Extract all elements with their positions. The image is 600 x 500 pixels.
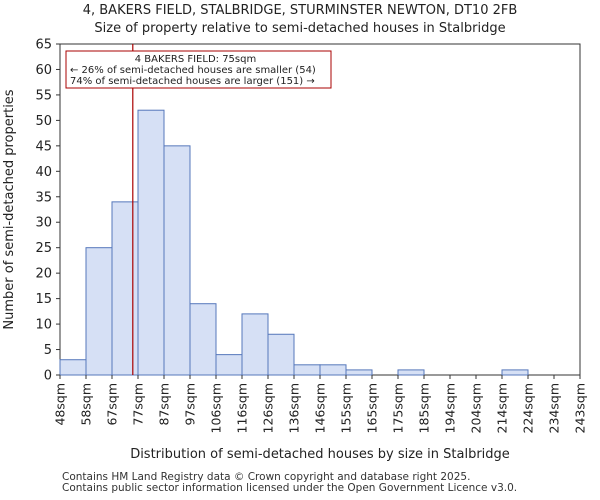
x-tick-label: 155sqm [339,383,354,433]
annotation-line3: 74% of semi-detached houses are larger (… [70,76,315,87]
x-tick-label: 204sqm [469,383,484,433]
annotation-line2: ← 26% of semi-detached houses are smalle… [70,65,316,76]
y-axis: 0 5 10 15 20 25 30 35 40 45 50 55 60 65 [35,38,60,384]
x-tick-label: 243sqm [573,383,588,433]
y-tick-label: 65 [35,38,52,53]
footer: Contains HM Land Registry data © Crown c… [62,472,517,494]
bar [241,313,269,376]
x-tick-label: 116sqm [235,383,250,433]
x-tick-label: 126sqm [261,383,276,433]
y-tick-label: 0 [44,369,52,384]
y-tick-label: 30 [35,216,52,231]
y-tick-label: 40 [35,165,52,180]
x-axis: 48sqm 58sqm 67sqm 77sqm 87sqm 97sqm 106sqm 116s… [53,375,588,433]
x-tick-label: 224sqm [521,383,536,433]
y-tick-label: 10 [35,318,52,333]
x-tick-label: 146sqm [313,383,328,433]
x-tick-label: 67sqm [105,383,120,426]
y-axis-label: Number of semi-detached properties [2,89,17,329]
chart-title-line1: 4, BAKERS FIELD, STALBRIDGE, STURMINSTER… [82,3,518,18]
x-tick-label: 165sqm [365,383,380,433]
property-marker: 4 BAKERS FIELD: 75sqm← 26% of semi-detac… [65,44,332,375]
x-tick-label: 48sqm [53,383,68,426]
x-tick-label: 194sqm [443,383,458,433]
annotation-line1: 4 BAKERS FIELD: 75sqm [135,54,256,65]
bar [501,369,529,376]
bars-group [59,109,529,376]
y-tick-label: 15 [35,292,52,307]
y-tick-label: 60 [35,63,52,78]
y-tick-label: 50 [35,114,52,129]
y-tick-label: 35 [35,190,52,205]
y-tick-label: 55 [35,88,52,103]
bar [163,145,191,376]
footer-line1: Contains HM Land Registry data © Crown c… [62,471,471,483]
footer-line2: Contains public sector information licen… [62,482,518,494]
bar [189,303,217,376]
bar [319,364,347,376]
bar [215,354,243,376]
y-tick-label: 45 [35,139,52,154]
x-tick-label: 58sqm [79,383,94,426]
x-tick-label: 77sqm [131,383,146,426]
bar [267,333,295,376]
x-tick-label: 234sqm [547,383,562,433]
y-tick-label: 5 [44,343,52,358]
x-tick-label: 136sqm [287,383,302,433]
x-tick-label: 185sqm [417,383,432,433]
bar [137,109,165,376]
bar [59,359,87,376]
bar [111,201,139,376]
x-tick-label: 87sqm [157,383,172,426]
bar [397,369,425,376]
chart-title-line2: Size of property relative to semi-detach… [94,21,506,36]
chart-title: 4, BAKERS FIELD, STALBRIDGE, STURMINSTER… [0,2,600,38]
bar [293,364,321,376]
annotation-box [65,50,332,89]
bar [345,369,373,376]
x-tick-label: 106sqm [209,383,224,433]
y-tick-label: 25 [35,241,52,256]
x-axis-label: Distribution of semi-detached houses by … [130,447,510,462]
x-tick-label: 97sqm [183,383,198,426]
y-tick-label: 20 [35,267,52,282]
x-tick-label: 214sqm [495,383,510,433]
x-tick-label: 175sqm [391,383,406,433]
bar [85,247,113,376]
